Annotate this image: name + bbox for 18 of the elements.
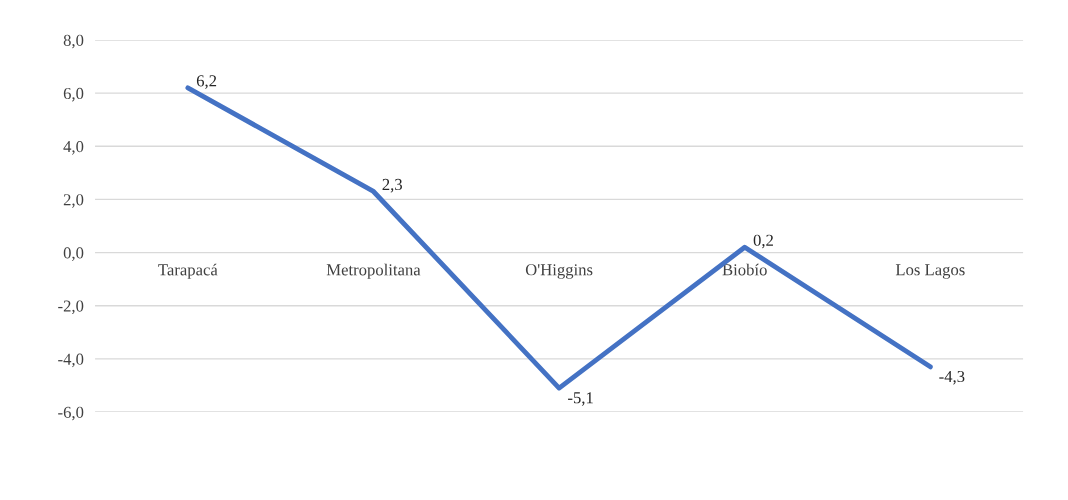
x-tick-label: Biobío: [722, 263, 767, 276]
data-label: 0,2: [753, 234, 773, 249]
data-label: 2,3: [382, 178, 402, 193]
y-tick-label: -4,0: [58, 353, 84, 368]
data-label: -5,1: [568, 392, 593, 406]
y-tick-label: 6,0: [63, 87, 84, 102]
x-tick-label: Tarapacá: [158, 263, 218, 279]
x-tick-label: O'Higgins: [525, 264, 593, 279]
data-label: -4,3: [939, 370, 965, 385]
y-tick-label: 2,0: [63, 194, 84, 208]
x-tick-label: Metropolitana: [326, 263, 421, 279]
y-tick-label: 4,0: [63, 140, 84, 155]
y-tick-label: 8,0: [63, 34, 84, 49]
y-tick-label: -2,0: [58, 300, 84, 315]
x-tick-label: Los Lagos: [895, 264, 965, 279]
y-tick-label: -6,0: [58, 406, 84, 421]
data-label: 6,2: [196, 75, 217, 89]
y-tick-label: 0,0: [63, 247, 84, 261]
